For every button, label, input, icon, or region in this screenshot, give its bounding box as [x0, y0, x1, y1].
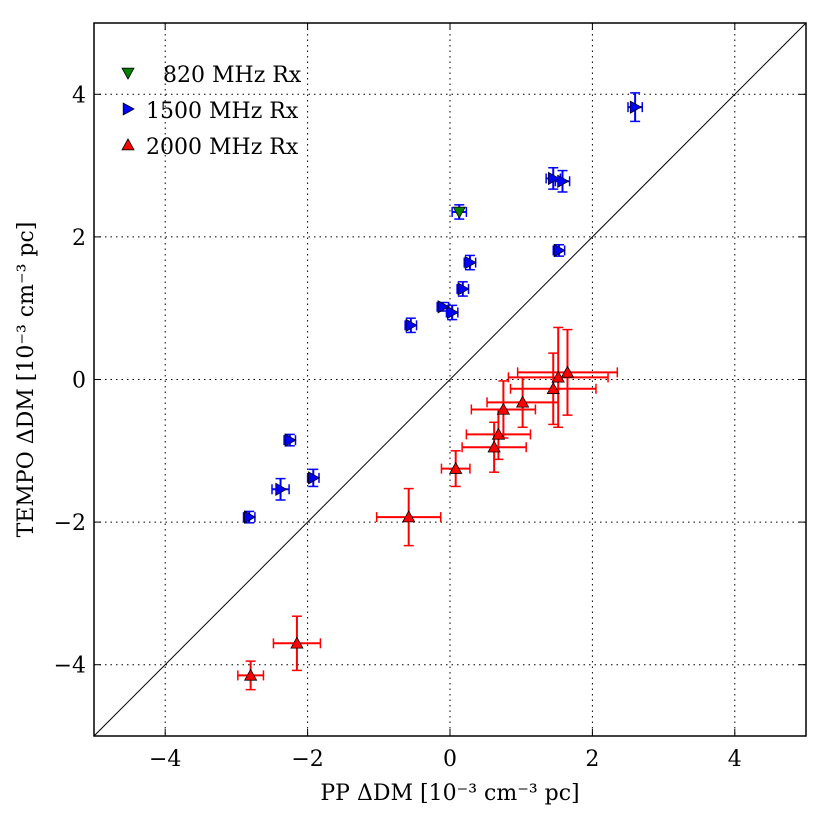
x-tick-label: −4	[149, 747, 181, 772]
x-tick-label: 4	[728, 747, 742, 772]
data-point-triangle-up	[515, 395, 530, 408]
y-tick-label: 2	[72, 226, 86, 251]
data-point-triangle-right	[284, 433, 297, 447]
data-point-triangle-up	[290, 636, 304, 649]
legend-label: 2000 MHz Rx	[146, 135, 299, 160]
legend-marker	[122, 102, 135, 116]
data-point-triangle-up	[551, 370, 565, 383]
legend-marker	[121, 138, 135, 151]
legend-label: 1500 MHz Rx	[146, 99, 299, 124]
data-point-triangle-up	[560, 365, 575, 378]
data-point-triangle-right	[457, 282, 470, 296]
data-point-triangle-right	[464, 255, 477, 270]
data-point-triangle-right	[446, 305, 459, 320]
data-point-triangle-right	[548, 171, 561, 186]
reference-line-y-equals-x	[93, 22, 807, 737]
legend-marker	[121, 67, 135, 80]
x-axis-label: PP ΔDM [10⁻³ cm⁻³ pc]	[320, 781, 579, 806]
data-point-triangle-up	[487, 440, 501, 453]
data-point-triangle-up	[402, 510, 416, 523]
x-tick-labels: −4 −2 0 2 4	[149, 747, 742, 772]
legend-label: 820 MHz Rx	[163, 63, 302, 88]
y-tick-label: −2	[54, 511, 86, 536]
x-tick-label: 0	[443, 747, 457, 772]
grid-lines	[94, 23, 806, 736]
data-point-triangle-right	[405, 318, 418, 332]
data-point-triangle-right	[244, 510, 257, 524]
data-markers	[243, 100, 642, 681]
y-tick-label: 4	[72, 83, 86, 108]
x-tick-label: −2	[291, 747, 323, 772]
y-axis-label: TEMPO ΔDM [10⁻³ cm⁻³ pc]	[14, 222, 39, 538]
data-point-triangle-up	[546, 381, 560, 394]
data-point-triangle-up	[243, 668, 258, 681]
x-tick-label: 2	[585, 747, 599, 772]
legend: 820 MHz Rx 1500 MHz Rx 2000 MHz Rx	[121, 63, 302, 160]
y-tick-label: −4	[54, 654, 86, 679]
error-bars	[237, 92, 643, 691]
data-point-triangle-right	[275, 482, 288, 496]
data-point-triangle-right	[629, 100, 642, 114]
data-point-triangle-up	[449, 461, 463, 474]
data-point-triangle-right	[553, 243, 566, 258]
y-tick-labels: −4 −2 0 2 4	[54, 83, 86, 678]
data-point-triangle-down	[452, 206, 466, 219]
data-point-triangle-right	[308, 471, 321, 485]
axis-ticks	[94, 23, 806, 736]
data-point-triangle-up	[491, 427, 506, 440]
data-point-triangle-right	[557, 174, 570, 188]
data-point-triangle-right	[437, 300, 450, 314]
reference-line-group	[93, 22, 807, 737]
data-point-triangle-up	[496, 402, 511, 415]
y-tick-label: 0	[72, 369, 86, 394]
